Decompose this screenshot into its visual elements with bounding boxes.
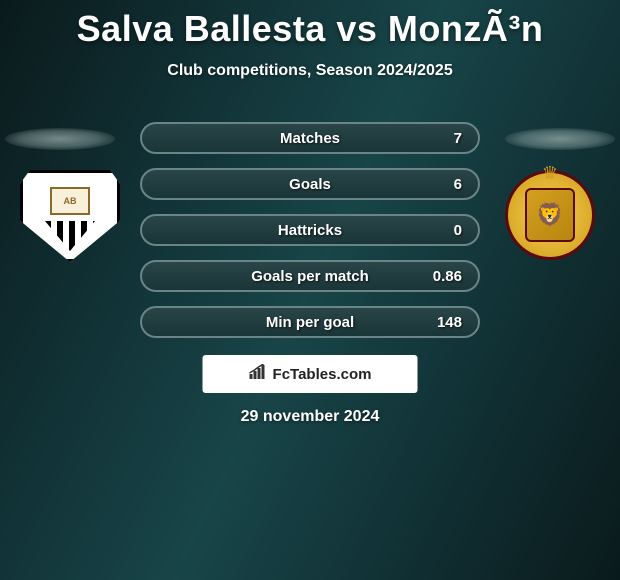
lion-icon: 🦁 — [525, 188, 575, 242]
stat-row-min-per-goal: Min per goal 148 — [140, 306, 480, 338]
footer-date: 29 november 2024 — [241, 408, 380, 426]
infographic-container: Salva Ballesta vs MonzÃ³n Club competiti… — [0, 0, 620, 580]
page-subtitle: Club competitions, Season 2024/2025 — [0, 62, 620, 80]
stat-row-matches: Matches 7 — [140, 122, 480, 154]
badge-stripes — [45, 221, 95, 251]
stats-panel: Matches 7 Goals 6 Hattricks 0 Goals per … — [140, 122, 480, 352]
chart-icon — [249, 364, 267, 385]
footer-attribution: FcTables.com — [203, 355, 418, 393]
page-title: Salva Ballesta vs MonzÃ³n — [0, 0, 620, 50]
team-badge-left: AB — [20, 170, 120, 270]
stat-label: Matches — [280, 130, 340, 147]
stat-row-goals-per-match: Goals per match 0.86 — [140, 260, 480, 292]
stat-value: 0 — [454, 222, 462, 239]
badge-shadow-left — [5, 128, 115, 150]
stat-label: Goals — [289, 176, 331, 193]
stat-row-hattricks: Hattricks 0 — [140, 214, 480, 246]
badge-shadow-right — [505, 128, 615, 150]
stat-row-goals: Goals 6 — [140, 168, 480, 200]
footer-site: FcTables.com — [273, 366, 372, 383]
stat-label: Goals per match — [251, 268, 369, 285]
stat-value: 6 — [454, 176, 462, 193]
badge-letters: AB — [50, 187, 90, 215]
shield-icon: AB — [20, 170, 120, 262]
crown-icon: ♛ — [542, 163, 558, 184]
stat-value: 148 — [437, 314, 462, 331]
team-badge-right: ♛ 🦁 — [500, 170, 600, 270]
stat-label: Hattricks — [278, 222, 342, 239]
circle-badge-icon: ♛ 🦁 — [505, 170, 595, 260]
stat-value: 7 — [454, 130, 462, 147]
stat-label: Min per goal — [266, 314, 354, 331]
stat-value: 0.86 — [433, 268, 462, 285]
